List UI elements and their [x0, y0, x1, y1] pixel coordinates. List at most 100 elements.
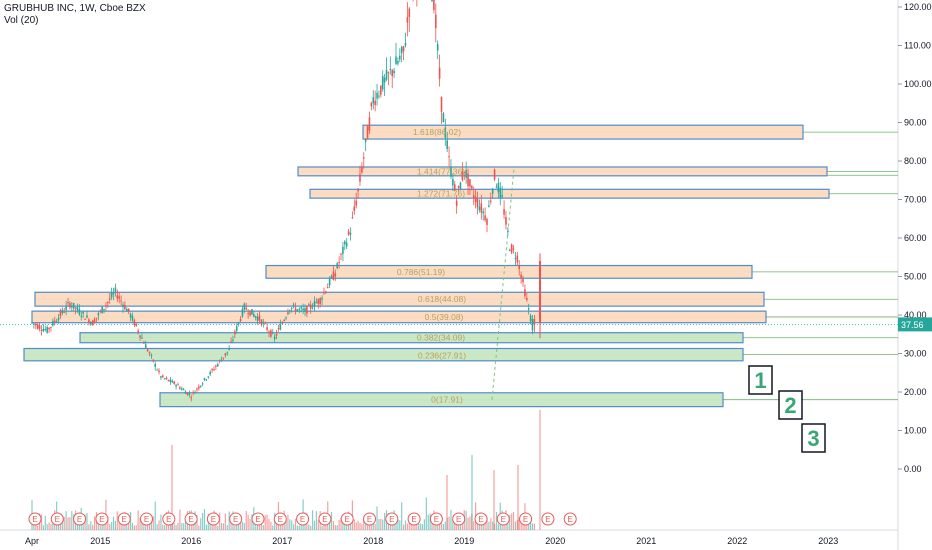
candle-body — [175, 384, 177, 387]
candle-body — [135, 323, 138, 327]
candle-body — [137, 330, 139, 333]
fib-level-label: 0.5(39.08) — [425, 312, 464, 322]
candle-body — [220, 359, 223, 362]
volume-bar — [143, 522, 145, 530]
earnings-marker — [318, 512, 332, 526]
candle-body — [120, 300, 122, 302]
x-tick-label: 2015 — [90, 536, 110, 546]
candle-body — [95, 317, 98, 319]
volume-bar — [296, 525, 299, 530]
candle-body — [38, 325, 41, 329]
volume-bar — [122, 523, 124, 530]
candle-body — [400, 47, 403, 54]
candle-body — [232, 339, 234, 341]
candle-body — [450, 167, 452, 177]
candle-body — [531, 318, 534, 331]
volume-bar — [42, 525, 44, 530]
volume-bar — [313, 520, 316, 530]
zone-number-box — [778, 390, 803, 420]
candle-body — [162, 375, 164, 378]
candle-body — [125, 309, 128, 312]
volume-bar — [179, 509, 181, 530]
candle-body — [101, 306, 103, 314]
candle-body — [150, 354, 153, 356]
volume-bar — [514, 521, 517, 530]
candle-body — [279, 324, 282, 330]
candle-body — [253, 314, 255, 317]
candle-body — [336, 263, 339, 269]
candle-body — [215, 365, 217, 367]
candle-body — [482, 211, 485, 214]
volume-bar — [317, 519, 319, 530]
candle-body — [156, 369, 158, 371]
volume-bar — [200, 518, 202, 530]
candle-body — [42, 328, 45, 332]
volume-bar — [397, 519, 399, 530]
candle-body — [289, 310, 291, 312]
earnings-marker — [541, 512, 555, 526]
fib-level-label: 0.382(34.09) — [417, 333, 465, 343]
zone-number-box — [748, 365, 773, 395]
volume-bar — [429, 513, 431, 530]
volume-bar — [131, 522, 134, 530]
candle-body — [144, 344, 147, 349]
volume-bar — [382, 519, 384, 530]
candle-body — [237, 322, 240, 325]
earnings-marker — [407, 512, 421, 526]
fib-level-label: 0.236(27.91) — [418, 350, 466, 360]
fib-zone-box — [159, 392, 724, 408]
earnings-marker-label: E — [345, 515, 350, 524]
candle-body — [364, 138, 367, 142]
volume-bars — [31, 410, 541, 530]
volume-bar — [518, 517, 520, 530]
volume-bar — [311, 510, 314, 530]
volume-bar — [92, 524, 94, 530]
candle-body — [82, 311, 84, 314]
volume-bar — [264, 515, 266, 530]
volume-bar — [202, 512, 204, 530]
candle-body — [315, 302, 318, 304]
volume-bar — [239, 518, 242, 530]
earnings-marker — [50, 512, 64, 526]
candle-body — [383, 77, 386, 83]
volume-bar — [44, 515, 46, 530]
volume-bar — [116, 511, 118, 530]
y-tick-label: 40.00 — [904, 310, 927, 320]
volume-bar — [456, 520, 458, 530]
candle-body — [306, 305, 308, 314]
volume-bar — [490, 518, 492, 530]
y-axis: 0.00 10.00 20.00 30.00 40.00 50.00 60.00 70.00 8… — [898, 2, 932, 474]
candle-body — [105, 305, 107, 307]
earnings-marker-label: E — [211, 515, 216, 524]
candle-body — [461, 171, 464, 181]
volume-bar — [86, 512, 88, 530]
candle-body — [179, 387, 181, 389]
candle-body — [497, 182, 500, 193]
candle-body — [86, 315, 88, 318]
candle-body — [63, 312, 66, 314]
candle-body — [249, 310, 251, 316]
candle-body — [317, 299, 320, 304]
candle-body — [493, 169, 496, 180]
volume-bar — [492, 521, 494, 530]
candle-body — [146, 349, 149, 351]
volume-bar — [175, 525, 177, 530]
volume-bar — [425, 497, 427, 530]
candle-body — [116, 295, 119, 299]
candle-body — [520, 274, 522, 279]
volume-bar — [73, 514, 75, 530]
volume-bar — [380, 518, 382, 530]
volume-bar — [291, 520, 293, 530]
volume-bar — [442, 524, 444, 530]
candle-body — [205, 379, 208, 381]
candle-body — [436, 44, 439, 51]
candle-body — [319, 298, 321, 304]
candle-body — [499, 187, 502, 198]
volume-bar — [82, 524, 84, 530]
volume-bar — [141, 520, 143, 530]
earnings-marker — [452, 512, 466, 526]
candle-body — [355, 200, 357, 206]
volume-bar — [40, 514, 43, 530]
volume-bar — [71, 511, 73, 530]
